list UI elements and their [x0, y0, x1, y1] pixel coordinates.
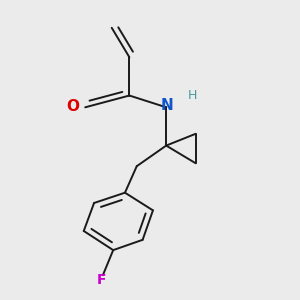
Text: F: F [97, 273, 106, 287]
Text: O: O [66, 99, 80, 114]
Text: N: N [160, 98, 173, 113]
Text: H: H [188, 89, 197, 102]
